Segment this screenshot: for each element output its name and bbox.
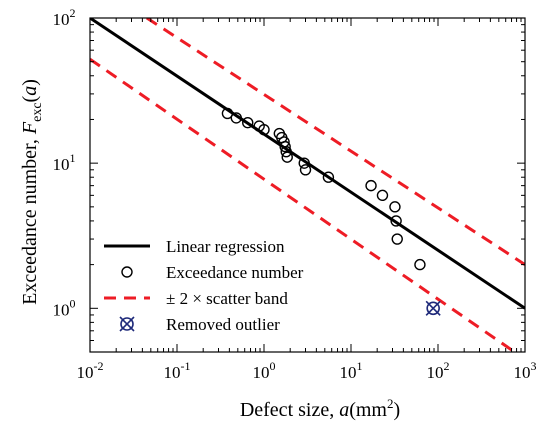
plot-series bbox=[90, 18, 525, 352]
x-tick-label: 10-1 bbox=[164, 359, 191, 382]
legend-swatch-outlier-cross-b bbox=[119, 316, 135, 332]
outlier-circle bbox=[426, 301, 440, 316]
x-tick-label: 101 bbox=[340, 359, 363, 382]
upper-scatter-band-line bbox=[146, 18, 525, 266]
data-point-16 bbox=[389, 201, 401, 213]
legend-entry-0: Linear regression bbox=[104, 237, 285, 256]
data-point-9 bbox=[280, 145, 292, 158]
data-point-19 bbox=[414, 258, 426, 271]
x-tick-label: 103 bbox=[514, 359, 537, 382]
data-point-13 bbox=[322, 171, 335, 183]
legend-entry-2: ± 2 × scatter band bbox=[104, 289, 288, 308]
data-point-2 bbox=[242, 116, 254, 129]
plot-area bbox=[90, 18, 525, 352]
lower-scatter-band-line bbox=[90, 57, 516, 352]
data-point-4 bbox=[258, 124, 270, 136]
data-point-17 bbox=[390, 215, 402, 227]
legend-label: ± 2 × scatter band bbox=[166, 289, 288, 308]
legend-label: Removed outlier bbox=[166, 315, 280, 334]
x-tick-label: 10-2 bbox=[77, 359, 104, 382]
x-tick-label: 100 bbox=[253, 359, 276, 382]
legend-label: Linear regression bbox=[166, 237, 285, 256]
data-point-11 bbox=[298, 157, 310, 169]
regression-line bbox=[90, 18, 525, 310]
outlier-cross-b bbox=[425, 300, 441, 316]
legend-swatch-outlier-circle bbox=[120, 317, 134, 331]
legend-label: Exceedance number bbox=[166, 263, 304, 282]
data-point-8 bbox=[279, 140, 291, 153]
data-point-1 bbox=[230, 112, 242, 124]
data-point-14 bbox=[365, 179, 377, 192]
legend-swatch-circle bbox=[121, 266, 133, 278]
x-axis-title: Defect size, a(mm2) bbox=[240, 396, 400, 421]
data-point-18 bbox=[391, 233, 403, 245]
data-point-15 bbox=[376, 189, 389, 202]
y-axis-title: Exceedance number, Fexc(a) bbox=[19, 79, 45, 305]
plot-frame bbox=[89, 17, 526, 353]
outlier-point bbox=[425, 300, 441, 316]
y-tick-label: 100 bbox=[53, 296, 76, 319]
data-point-12 bbox=[299, 164, 312, 176]
axes: 10-2 10-1 100 101 102 103 100 101 102 bbox=[53, 6, 537, 382]
legend-entry-3: Removed outlier bbox=[119, 315, 280, 334]
legend: Linear regression Exceedance number ± 2 × … bbox=[104, 237, 304, 334]
legend-entry-1: Exceedance number bbox=[121, 263, 304, 282]
x-tick-label: 102 bbox=[427, 359, 450, 382]
data-point-0 bbox=[221, 107, 234, 120]
y-tick-label: 101 bbox=[53, 151, 76, 174]
y-tick-label: 102 bbox=[53, 6, 76, 29]
data-point-10 bbox=[281, 151, 293, 163]
